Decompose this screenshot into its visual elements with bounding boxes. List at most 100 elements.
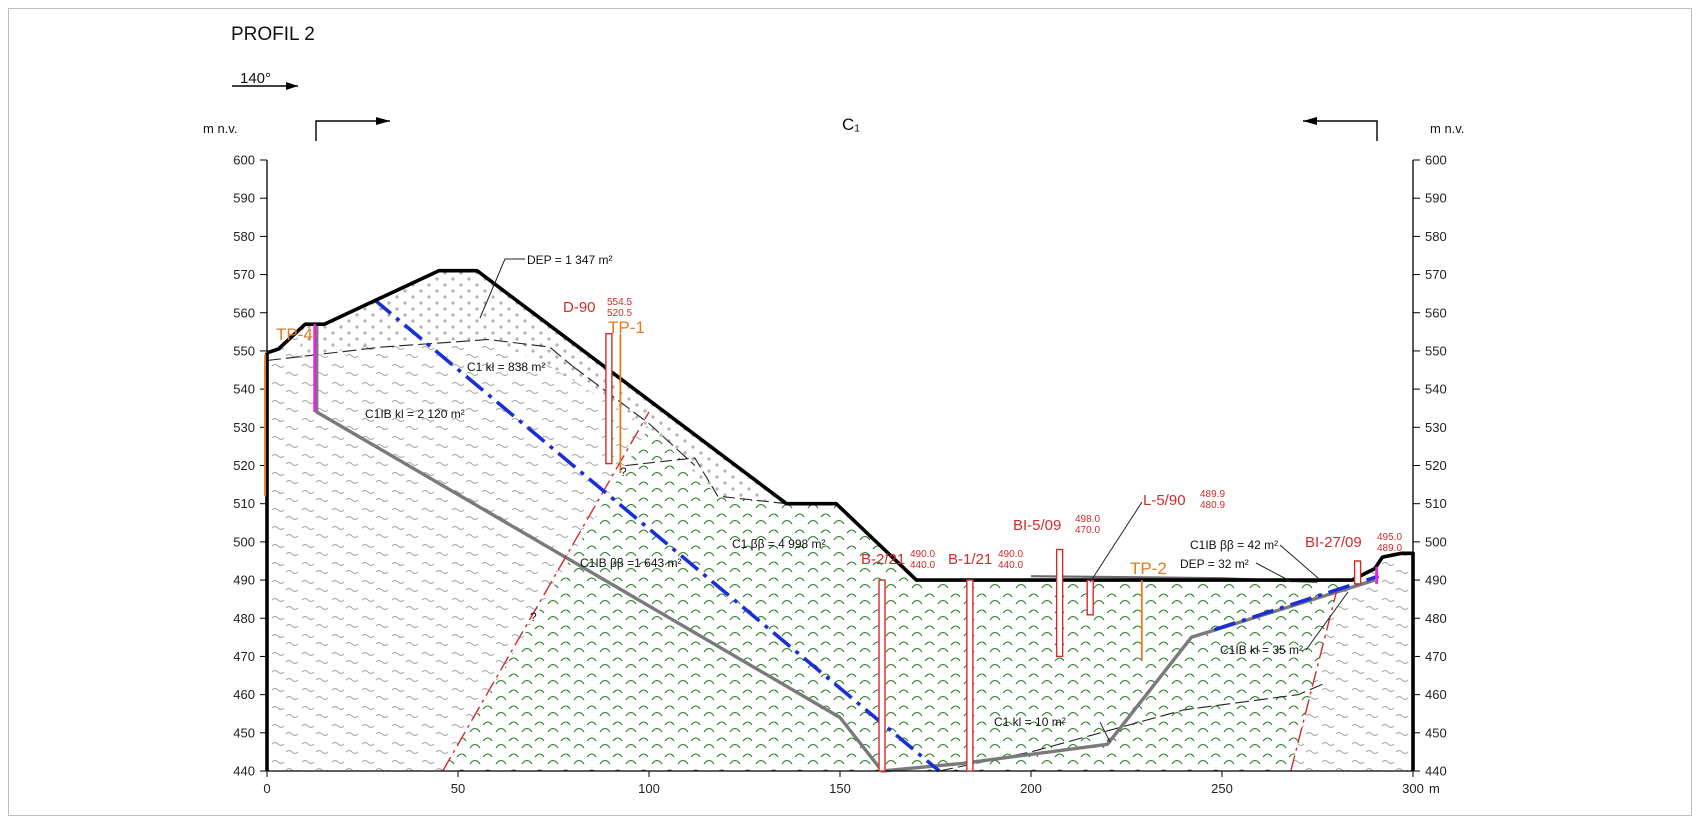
borehole-tp4-name: TP-4 <box>276 325 313 344</box>
x-tick-label: 100 <box>638 781 660 796</box>
geology-fills <box>267 270 1413 771</box>
y-tick-label-right: 600 <box>1425 153 1447 168</box>
area-label: C1IB ββ = 42 m² <box>1190 538 1278 552</box>
area-label: DEP = 32 m² <box>1180 557 1249 571</box>
borehole-tp2-name: TP-2 <box>1130 559 1167 578</box>
y-tick-label-left: 480 <box>233 611 255 626</box>
terrain-line <box>266 268 1415 771</box>
area-label: C1IB kl = 2 120 m² <box>365 407 465 421</box>
area-label: C1 ββ = 4 998 m² <box>732 537 826 551</box>
borehole-bi5-09-name: BI-5/09 <box>1013 517 1061 534</box>
y-tick-label-left: 470 <box>233 649 255 664</box>
y-tick-label-left: 590 <box>233 191 255 206</box>
y-tick-label-left: 460 <box>233 687 255 702</box>
leader-c1ib-42 <box>1279 544 1319 579</box>
fault-right <box>1290 576 1342 772</box>
section-marker-right <box>1303 120 1378 141</box>
y-tick-label-right: 500 <box>1425 534 1447 549</box>
y-tick-label-left: 540 <box>233 382 255 397</box>
boundary-c1kl-dashed <box>266 338 573 367</box>
y-tick-label-left: 580 <box>233 229 255 244</box>
x-tick-label: 200 <box>1020 781 1042 796</box>
borehole-b1-21-bottom: 440.0 <box>998 560 1023 571</box>
y-tick-label-right: 480 <box>1425 611 1447 626</box>
y-tick-label-right: 580 <box>1425 229 1447 244</box>
y-tick-label-right: 490 <box>1425 573 1447 588</box>
borehole-b1-21 <box>966 579 974 772</box>
y-tick-label-left: 440 <box>233 764 255 779</box>
borehole-d90-top: 554.5 <box>607 297 632 308</box>
borehole-b2-21 <box>878 579 886 772</box>
borehole-b1-21-name: B-1/21 <box>948 551 992 568</box>
y-tick-label-right: 550 <box>1425 343 1447 358</box>
y-tick-label-right: 470 <box>1425 649 1447 664</box>
y-tick-label-left: 550 <box>233 343 255 358</box>
blue-line-left <box>372 298 941 773</box>
y-tick-label-right: 560 <box>1425 305 1447 320</box>
x-tick-label: 300 <box>1402 781 1424 796</box>
question-mark-upper: ? <box>620 465 627 479</box>
y-tick-label-left: 500 <box>233 534 255 549</box>
borehole-bi27-09 <box>1353 560 1362 585</box>
boundary-upper-green-dashed <box>626 457 787 505</box>
section-marker-left-arrow <box>376 117 390 125</box>
y-tick-label-left: 490 <box>233 573 255 588</box>
boundary-c1ib-gray <box>315 324 1376 773</box>
leader-dep-32 <box>1255 562 1293 583</box>
y-tick-label-right: 540 <box>1425 382 1447 397</box>
y-tick-label-right: 440 <box>1425 764 1447 779</box>
geology-lines <box>266 298 1380 773</box>
y-unit-left: m n.v. <box>203 121 237 136</box>
borehole-d90-bottom: 520.5 <box>607 308 632 319</box>
y-tick-label-right: 450 <box>1425 725 1447 740</box>
area-label: C1 kl = 10 m² <box>994 715 1066 729</box>
y-unit-right: m n.v. <box>1430 121 1464 136</box>
profile-title: PROFIL 2 <box>231 24 315 45</box>
borehole-d90 <box>605 333 613 465</box>
borehole-l5-90-top: 489.9 <box>1200 489 1225 500</box>
borehole-l5-90-leader <box>1089 501 1143 583</box>
section-label: C₁ <box>842 115 860 134</box>
blue-line-right <box>1213 574 1380 632</box>
leader-c1ib-35 <box>1305 591 1349 651</box>
fill-c1-bb <box>442 427 1341 771</box>
bearing-arrow-head <box>286 82 298 90</box>
section-marker-right-arrow <box>1303 117 1317 125</box>
x-tick-label: 0 <box>263 781 270 796</box>
y-tick-label-left: 560 <box>233 305 255 320</box>
y-tick-label-right: 520 <box>1425 458 1447 473</box>
area-label: C1 kl = 838 m² <box>467 360 545 374</box>
borehole-bi5-09-bottom: 470.0 <box>1075 525 1100 536</box>
leader-c1kl-10 <box>1099 721 1111 743</box>
borehole-bi5-09-top: 498.0 <box>1075 514 1100 525</box>
y-tick-label-left: 530 <box>233 420 255 435</box>
x-tick-label: 50 <box>451 781 465 796</box>
borehole-bi27-09-name: BI-27/09 <box>1305 534 1362 551</box>
y-tick-label-left: 600 <box>233 153 255 168</box>
fill-dep <box>297 270 787 504</box>
bearing-label: 140° <box>240 70 271 87</box>
borehole-bi27-09-top: 495.0 <box>1377 532 1402 543</box>
borehole-bi5-09 <box>1055 548 1064 658</box>
y-tick-label-right: 460 <box>1425 687 1447 702</box>
borehole-l5-90 <box>1086 579 1094 616</box>
terrain-group <box>265 268 1415 771</box>
y-tick-label-left: 510 <box>233 496 255 511</box>
y-tick-label-right: 570 <box>1425 267 1447 282</box>
area-labels: DEP = 1 347 m² C1 kl = 838 m² C1IB kl = 2 … <box>365 253 1349 743</box>
borehole-d90-name: D-90 <box>563 299 596 316</box>
borehole-b2-21-bottom: 440.0 <box>910 560 935 571</box>
borehole-b2-21-top: 490.0 <box>910 549 935 560</box>
x-tick-label: 150 <box>829 781 851 796</box>
borehole-b2-21-name: B-2/21 <box>861 551 905 568</box>
area-label: C1IB ββ =1 643 m² <box>580 556 682 570</box>
leader-dep-1347 <box>479 258 525 319</box>
y-tick-label-left: 520 <box>233 458 255 473</box>
x-unit-label: m <box>1429 781 1440 796</box>
borehole-tp1-name: TP-1 <box>608 318 645 337</box>
boundary-dep-dashed <box>572 365 696 466</box>
y-tick-label-right: 530 <box>1425 420 1447 435</box>
x-tick-label: 250 <box>1211 781 1233 796</box>
